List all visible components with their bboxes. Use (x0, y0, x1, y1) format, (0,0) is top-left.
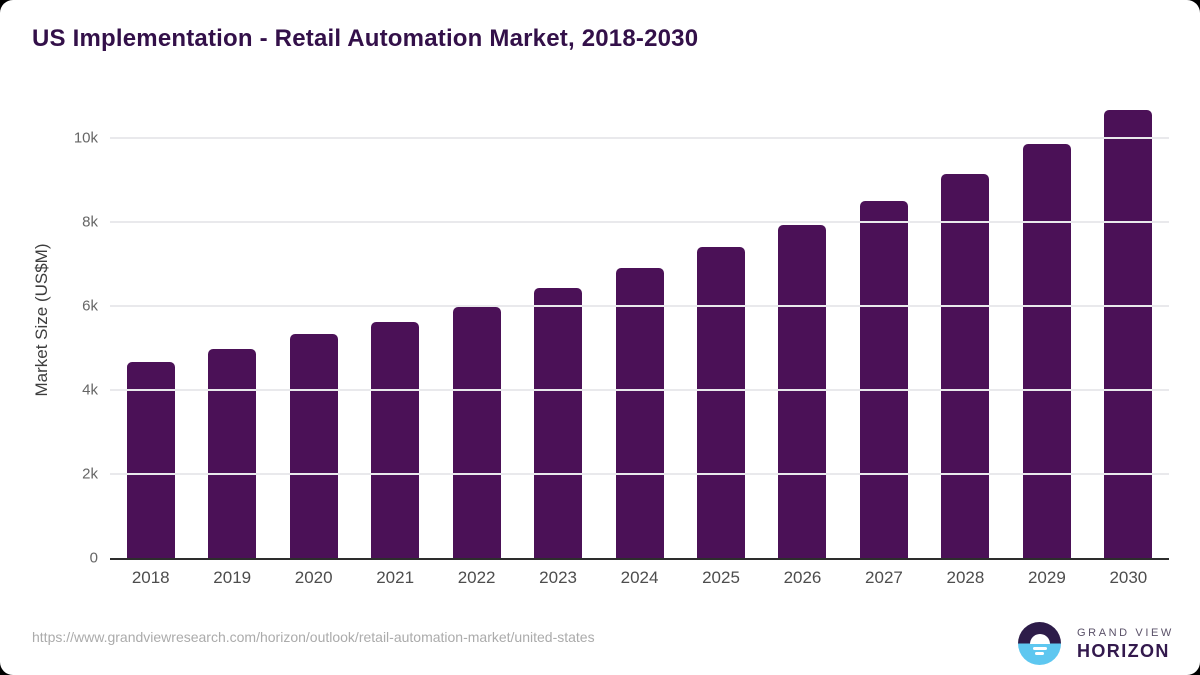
x-tick-label-2024: 2024 (620, 568, 659, 587)
bar-slot-2018 (110, 88, 191, 558)
bar-slot-2027 (843, 88, 924, 558)
bar-2030 (1104, 110, 1153, 558)
x-tick-label-2019: 2019 (213, 568, 252, 587)
x-tick-label-2030: 2030 (1109, 568, 1148, 587)
bar-2025 (697, 247, 746, 558)
x-tick-label-2027: 2027 (865, 568, 903, 587)
bar-2026 (778, 224, 827, 558)
gridline-10k (110, 137, 1169, 140)
bar-slot-2022 (436, 88, 517, 558)
x-tick-label-2026: 2026 (783, 568, 822, 587)
logo-brand-bottom: HORIZON (1077, 640, 1170, 661)
bar-2023 (534, 287, 583, 558)
y-tick-label-10k: 10k (73, 129, 98, 147)
x-tick-label-2023: 2023 (539, 568, 577, 587)
bar-slot-2025 (680, 88, 761, 558)
chart-title: US Implementation - Retail Automation Ma… (32, 25, 699, 52)
bar-slot-2026 (762, 88, 843, 558)
x-tick-label-2025: 2025 (702, 568, 740, 587)
y-tick-label-2k: 2k (82, 465, 98, 483)
x-tick-label-2022: 2022 (457, 568, 496, 587)
x-tick-label-2028: 2028 (946, 568, 985, 587)
x-tick-label-2018: 2018 (131, 568, 170, 587)
bar-slot-2019 (191, 88, 272, 558)
y-tick-label-8k: 8k (82, 213, 98, 231)
bar-2022 (452, 307, 501, 558)
gridline-6k (110, 305, 1169, 308)
horizon-sun-logo-icon (1018, 622, 1061, 665)
bar-2029 (1022, 144, 1071, 558)
source-url-text: https://www.grandviewresearch.com/horizo… (32, 629, 595, 645)
bars-container (110, 88, 1169, 558)
bar-2020 (289, 333, 338, 558)
bar-2024 (615, 268, 664, 558)
bar-slot-2023 (517, 88, 598, 558)
bar-2021 (371, 322, 420, 558)
x-tick-label-2029: 2029 (1027, 568, 1066, 587)
bar-2019 (208, 348, 257, 558)
sun-reflection-line (1035, 652, 1044, 655)
sun-icon (1029, 633, 1050, 644)
y-axis-title: Market Size (US$M) (32, 243, 51, 397)
bar-2027 (859, 200, 908, 558)
y-tick-label-6k: 6k (82, 297, 98, 315)
bar-slot-2029 (1006, 88, 1087, 558)
bar-slot-2028 (925, 88, 1006, 558)
bar-2028 (941, 174, 990, 558)
bar-slot-2020 (273, 88, 354, 558)
x-tick-label-2020: 2020 (294, 568, 333, 587)
bar-slot-2030 (1088, 88, 1169, 558)
bar-slot-2021 (354, 88, 435, 558)
gridline-2k (110, 473, 1169, 476)
sun-reflection-line (1032, 647, 1047, 650)
y-tick-label-4k: 4k (82, 381, 98, 399)
x-axis-labels: 2018 2019 2020 2021 2022 2023 2024 2025 2026 2027… (110, 568, 1169, 588)
bar-slot-2024 (599, 88, 680, 558)
logo-wordmark: GRAND VIEW HORIZON (1077, 626, 1174, 661)
gridline-8k (110, 221, 1169, 224)
grand-view-horizon-logo: GRAND VIEW HORIZON (1018, 622, 1174, 665)
gridline-4k (110, 389, 1169, 392)
bar-chart-plot-area: 0 2k 4k 6k 8k 10k (74, 88, 1169, 567)
y-tick-label-0: 0 (89, 549, 98, 567)
x-tick-label-2021: 2021 (376, 568, 415, 587)
bar-2018 (126, 362, 175, 558)
logo-brand-top: GRAND VIEW (1077, 626, 1174, 639)
